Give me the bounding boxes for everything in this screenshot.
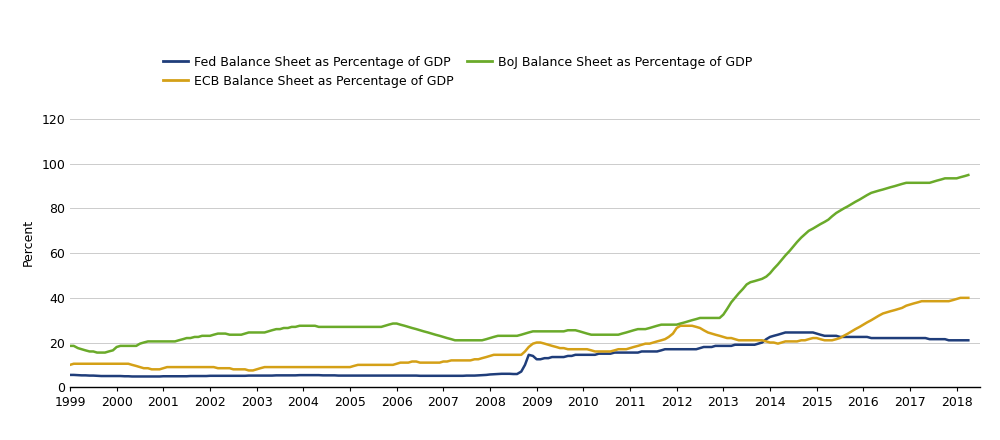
Fed Balance Sheet as Percentage of GDP [348,373,360,378]
Fed Balance Sheet as Percentage of GDP [779,330,791,335]
Fed Balance Sheet as Percentage of GDP [943,337,955,343]
ECB Balance Sheet as Percentage of GDP [243,368,255,373]
BoJ Balance Sheet as Percentage of GDP [149,339,161,344]
ECB Balance Sheet as Percentage of GDP [954,295,966,301]
BoJ Balance Sheet as Percentage of GDP [939,176,951,181]
BoJ Balance Sheet as Percentage of GDP [64,343,76,348]
Fed Balance Sheet as Percentage of GDP [301,373,313,378]
Line: Fed Balance Sheet as Percentage of GDP: Fed Balance Sheet as Percentage of GDP [70,333,968,377]
ECB Balance Sheet as Percentage of GDP [189,364,201,370]
ECB Balance Sheet as Percentage of GDP [939,299,951,304]
BoJ Balance Sheet as Percentage of GDP [348,324,360,330]
Fed Balance Sheet as Percentage of GDP [126,374,138,379]
BoJ Balance Sheet as Percentage of GDP [142,339,154,344]
Fed Balance Sheet as Percentage of GDP [142,374,154,379]
Y-axis label: Percent: Percent [21,218,34,266]
BoJ Balance Sheet as Percentage of GDP [192,334,204,340]
Fed Balance Sheet as Percentage of GDP [64,372,76,378]
ECB Balance Sheet as Percentage of GDP [348,363,360,369]
ECB Balance Sheet as Percentage of GDP [301,364,313,370]
ECB Balance Sheet as Percentage of GDP [138,366,150,371]
BoJ Balance Sheet as Percentage of GDP [962,172,974,178]
Line: BoJ Balance Sheet as Percentage of GDP: BoJ Balance Sheet as Percentage of GDP [70,175,968,352]
BoJ Balance Sheet as Percentage of GDP [91,350,103,355]
Fed Balance Sheet as Percentage of GDP [962,337,974,343]
Fed Balance Sheet as Percentage of GDP [192,374,204,379]
Line: ECB Balance Sheet as Percentage of GDP: ECB Balance Sheet as Percentage of GDP [70,298,968,370]
ECB Balance Sheet as Percentage of GDP [146,367,158,372]
BoJ Balance Sheet as Percentage of GDP [301,323,313,328]
ECB Balance Sheet as Percentage of GDP [64,362,76,367]
Legend: Fed Balance Sheet as Percentage of GDP, ECB Balance Sheet as Percentage of GDP, : Fed Balance Sheet as Percentage of GDP, … [158,51,757,93]
Fed Balance Sheet as Percentage of GDP [149,374,161,379]
ECB Balance Sheet as Percentage of GDP [962,295,974,301]
